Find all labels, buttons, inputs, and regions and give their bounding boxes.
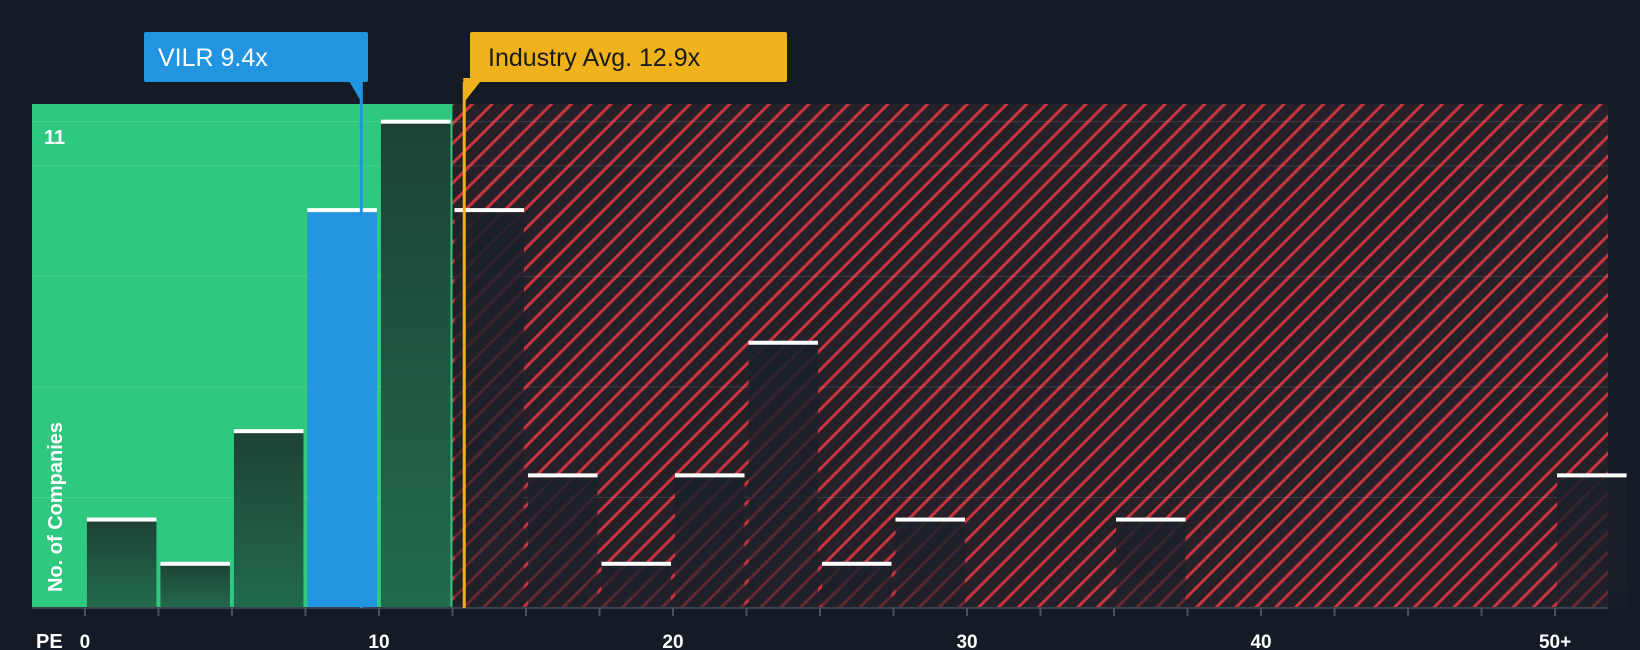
x-tick-label: 40 bbox=[1250, 632, 1271, 650]
histogram-bar bbox=[748, 342, 818, 608]
x-tick-label: 10 bbox=[368, 632, 389, 650]
bar-cap bbox=[233, 429, 304, 434]
bar-cap bbox=[86, 517, 157, 522]
histogram-bar bbox=[895, 519, 966, 608]
bars-group bbox=[86, 119, 1627, 609]
bar-cap bbox=[1557, 473, 1627, 478]
x-tick-label: 50+ bbox=[1539, 632, 1571, 650]
bar-cap bbox=[822, 561, 892, 566]
bar-cap bbox=[307, 208, 377, 213]
industry-avg-callout: Industry Avg. 12.9x bbox=[462, 32, 787, 608]
x-axis-title: PE bbox=[36, 631, 63, 650]
company-pe-pointer bbox=[347, 78, 363, 102]
bar-cap bbox=[380, 119, 451, 124]
industry-avg-label: Industry Avg. 12.9x bbox=[488, 44, 701, 72]
y-axis-title: No. of Companies bbox=[45, 422, 67, 592]
histogram-bar bbox=[160, 563, 230, 608]
x-tick-label: 20 bbox=[662, 632, 683, 650]
industry-avg-pointer bbox=[463, 78, 484, 102]
histogram-bar bbox=[822, 563, 892, 608]
bar-cap bbox=[1116, 517, 1186, 522]
overvalued-zone bbox=[452, 104, 1609, 608]
company-pe-label: VILR 9.4x bbox=[158, 44, 268, 72]
bar-cap bbox=[454, 208, 524, 213]
x-tick-label: 30 bbox=[956, 632, 977, 650]
bar-cap bbox=[674, 473, 745, 478]
histogram-bar bbox=[674, 475, 745, 608]
histogram-bar bbox=[1557, 475, 1627, 608]
histogram-bar bbox=[86, 519, 157, 608]
histogram-bar bbox=[233, 431, 304, 608]
x-tick-label: 0 bbox=[80, 632, 91, 650]
histogram-bar bbox=[307, 210, 377, 608]
bar-cap bbox=[160, 561, 230, 566]
histogram-bar bbox=[527, 475, 598, 608]
x-ticks-group: 0 10 20 30 40 50+ bbox=[80, 608, 1571, 650]
bar-cap bbox=[601, 561, 671, 566]
histogram-bar bbox=[1116, 519, 1186, 608]
company-pe-callout: VILR 9.4x bbox=[144, 32, 368, 608]
bar-cap bbox=[895, 517, 966, 522]
company-pe-label-box bbox=[144, 32, 368, 82]
histogram-bar bbox=[601, 563, 671, 608]
y-max-label: 11 bbox=[44, 127, 65, 149]
histogram-bar bbox=[380, 121, 451, 609]
bar-cap bbox=[748, 340, 818, 345]
industry-avg-label-box bbox=[470, 32, 787, 82]
bar-cap bbox=[527, 473, 598, 478]
histogram-bar bbox=[454, 210, 524, 608]
